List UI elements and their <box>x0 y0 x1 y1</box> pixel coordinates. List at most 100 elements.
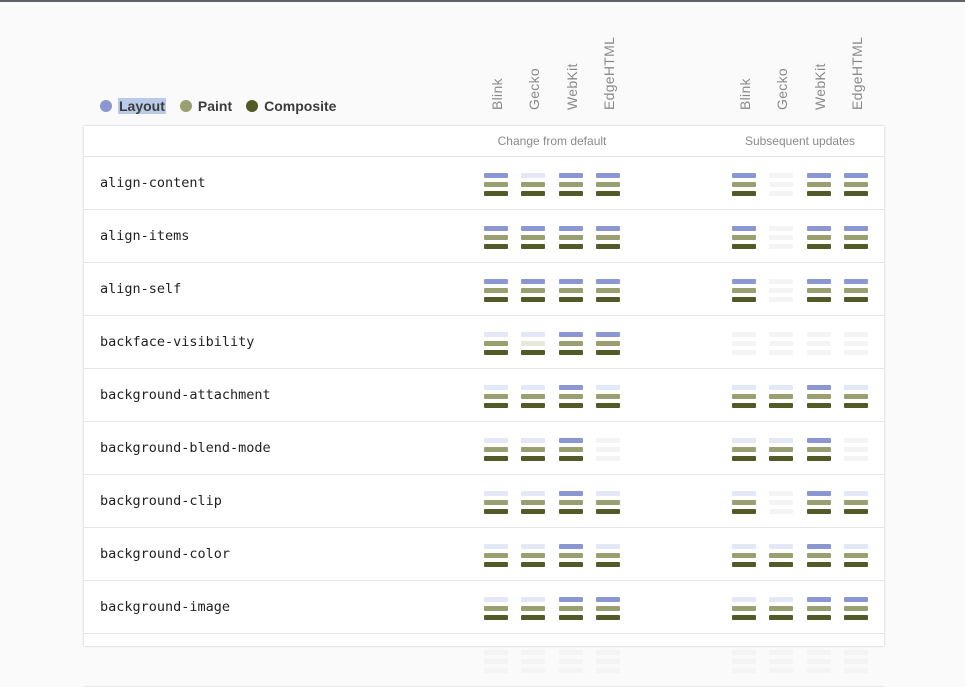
composite-bar <box>521 456 545 461</box>
table-row[interactable]: background-color <box>84 528 884 581</box>
engine-header-label: Gecko <box>774 68 790 110</box>
paint-bar <box>769 606 793 611</box>
table-row[interactable]: background-blend-mode <box>84 422 884 475</box>
composite-bar <box>807 350 831 355</box>
paint-bar <box>844 288 868 293</box>
table-row[interactable]: backface-visibility <box>84 316 884 369</box>
layout-bar <box>844 491 868 496</box>
table-row[interactable]: align-items <box>84 210 884 263</box>
legend-item-composite[interactable]: Composite <box>246 98 336 114</box>
paint-bar <box>596 394 620 399</box>
composite-bar <box>732 668 756 673</box>
paint-bar <box>769 447 793 452</box>
paint-bar <box>559 606 583 611</box>
update-cell-edgehtml <box>844 650 868 674</box>
composite-bar <box>484 668 508 673</box>
paint-bar <box>769 659 793 664</box>
engine-header-label: Blink <box>737 78 753 110</box>
engine-header-label: Blink <box>489 78 505 110</box>
change-cell-edgehtml <box>596 173 620 197</box>
layout-bar <box>844 544 868 549</box>
update-cell-edgehtml <box>844 332 868 356</box>
table-row[interactable]: align-self <box>84 263 884 316</box>
update-cell-blink <box>732 226 756 250</box>
legend-item-layout[interactable]: Layout <box>100 98 166 114</box>
table-row[interactable]: align-content <box>84 157 884 210</box>
composite-bar <box>807 244 831 249</box>
change-cell-gecko <box>521 438 545 462</box>
composite-bar <box>521 297 545 302</box>
layout-bar <box>521 332 545 337</box>
composite-bar <box>521 668 545 673</box>
paint-bar <box>521 341 545 346</box>
layout-bar <box>844 226 868 231</box>
update-cell-edgehtml <box>844 491 868 515</box>
composite-bar <box>732 456 756 461</box>
layout-bar <box>596 650 620 655</box>
paint-bar <box>559 288 583 293</box>
update-cell-blink <box>732 332 756 356</box>
composite-bar <box>596 297 620 302</box>
change-cell-gecko <box>521 597 545 621</box>
legend-item-paint[interactable]: Paint <box>179 98 232 114</box>
paint-bar <box>559 182 583 187</box>
engine-header-label: EdgeHTML <box>849 36 865 110</box>
update-cell-gecko <box>769 279 793 303</box>
paint-bar <box>732 182 756 187</box>
layout-bar <box>559 597 583 602</box>
update-cell-webkit <box>807 491 831 515</box>
table-row[interactable]: background-image <box>84 581 884 634</box>
composite-bar <box>521 509 545 514</box>
paint-bar <box>484 341 508 346</box>
paint-bar <box>521 394 545 399</box>
paint-bar <box>559 235 583 240</box>
layout-bar <box>807 597 831 602</box>
composite-bar <box>769 668 793 673</box>
layout-bar <box>484 385 508 390</box>
paint-bar <box>521 659 545 664</box>
change-cell-edgehtml <box>596 438 620 462</box>
paint-bar <box>769 288 793 293</box>
composite-bar <box>844 509 868 514</box>
composite-bar <box>769 562 793 567</box>
paint-bar <box>807 235 831 240</box>
composite-bar <box>844 668 868 673</box>
composite-bar <box>559 615 583 620</box>
paint-bar <box>844 500 868 505</box>
paint-bar <box>484 500 508 505</box>
table-row[interactable] <box>84 634 884 687</box>
composite-bar <box>559 668 583 673</box>
engine-header-label: Gecko <box>526 68 542 110</box>
legend-label: Layout <box>118 98 166 114</box>
table-row[interactable]: background-clip <box>84 475 884 528</box>
composite-bar <box>807 562 831 567</box>
engine-header-label: WebKit <box>564 63 580 110</box>
layout-bar <box>732 650 756 655</box>
update-cell-gecko <box>769 226 793 250</box>
composite-bar <box>732 509 756 514</box>
update-cell-edgehtml <box>844 544 868 568</box>
table-row[interactable]: background-attachment <box>84 369 884 422</box>
paint-bar <box>596 341 620 346</box>
paint-bar <box>732 394 756 399</box>
layout-bar <box>807 491 831 496</box>
update-cell-webkit <box>807 385 831 409</box>
property-name: background-clip <box>100 493 222 509</box>
layout-bar <box>521 226 545 231</box>
layout-bar <box>844 650 868 655</box>
layout-bar <box>559 544 583 549</box>
paint-bar <box>484 553 508 558</box>
layout-bar <box>596 438 620 443</box>
layout-bar <box>732 279 756 284</box>
composite-bar <box>807 668 831 673</box>
layout-bar <box>521 597 545 602</box>
paint-bar <box>769 182 793 187</box>
change-cell-edgehtml <box>596 226 620 250</box>
layout-bar <box>769 332 793 337</box>
paint-bar <box>521 500 545 505</box>
layout-bar <box>559 279 583 284</box>
composite-bar <box>807 456 831 461</box>
update-cell-edgehtml <box>844 597 868 621</box>
layout-bar <box>521 279 545 284</box>
composite-bar <box>807 191 831 196</box>
